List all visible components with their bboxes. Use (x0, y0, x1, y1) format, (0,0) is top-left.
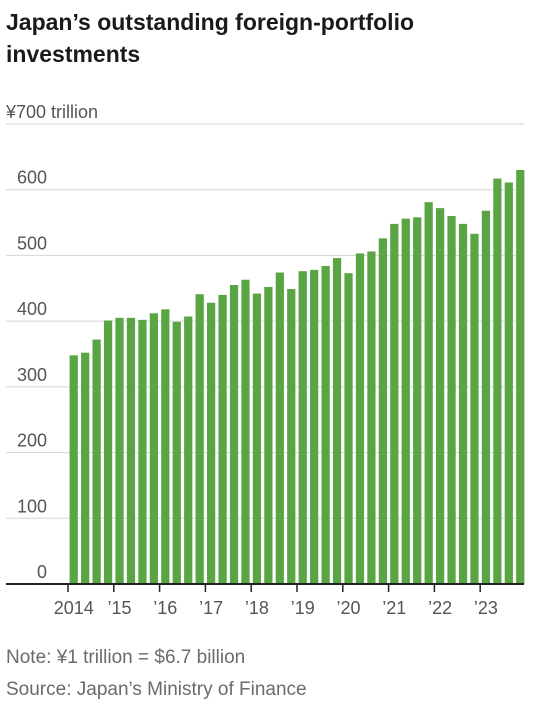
y-tick-label: 0 (37, 562, 47, 582)
bar (332, 258, 342, 584)
bar (195, 294, 204, 584)
bar (252, 293, 262, 584)
bar (92, 339, 101, 584)
x-tick-label: ’17 (199, 598, 223, 618)
x-tick-label: ’21 (382, 598, 406, 618)
x-tick-labels: 2014 ’15 ’16 ’17 ’18 ’19 ’20 ’21 ’22 ’23 (54, 598, 498, 618)
chart-title: Japan’s outstanding foreign-portfolio in… (6, 9, 415, 67)
y-tick-labels: 0 100 200 300 400 500 600 ¥700 trillion (5, 102, 98, 582)
x-tick-label: ’23 (474, 598, 498, 618)
x-tick-label: ’22 (428, 598, 452, 618)
bar (344, 273, 353, 584)
bar (321, 265, 330, 584)
bar (378, 238, 387, 584)
bar (298, 271, 307, 584)
y-tick-label: 100 (17, 496, 47, 516)
bar (413, 217, 422, 584)
x-tick-label: ’18 (245, 598, 269, 618)
bar (149, 313, 158, 584)
bar (229, 285, 239, 584)
chart-note: Note: ¥1 trillion = $6.7 billion (6, 647, 246, 668)
bar (241, 279, 250, 584)
bar (161, 309, 170, 584)
bar (207, 302, 216, 584)
y-tick-label: 600 (17, 168, 47, 188)
x-tick-label: 2014 (54, 598, 94, 618)
chart-source: Source: Japan’s Ministry of Finance (6, 679, 307, 700)
bar (103, 320, 113, 584)
bar (69, 355, 78, 584)
x-tick-marks (67, 584, 481, 592)
y-tick-label: 400 (17, 299, 47, 319)
bar (436, 208, 445, 585)
x-tick-label: ’20 (337, 598, 361, 618)
bar (115, 317, 124, 584)
bar (138, 319, 147, 584)
bar (310, 269, 319, 584)
bar (264, 286, 273, 584)
bar (390, 223, 399, 584)
bar (184, 316, 193, 584)
bar (126, 317, 136, 584)
bar (367, 251, 376, 585)
y-tick-label: 300 (17, 365, 47, 385)
bar (493, 178, 502, 585)
bar (458, 223, 468, 584)
bar (516, 170, 525, 584)
bars (69, 170, 525, 585)
bar (275, 272, 284, 584)
bar (447, 216, 456, 584)
x-tick-label: ’16 (153, 598, 177, 618)
bar (504, 182, 513, 585)
bar (355, 253, 365, 584)
y-axis-unit-label: ¥700 trillion (5, 102, 98, 122)
bar (401, 218, 410, 584)
bar (287, 288, 296, 584)
y-tick-label: 200 (17, 431, 47, 451)
bar (424, 202, 433, 584)
bar (481, 210, 491, 585)
x-tick-label: ’15 (108, 598, 132, 618)
bar (172, 321, 181, 584)
bar (81, 352, 90, 584)
x-tick-label: ’19 (291, 598, 315, 618)
bar (218, 294, 227, 584)
y-tick-label: 500 (17, 233, 47, 253)
bar (470, 233, 479, 585)
